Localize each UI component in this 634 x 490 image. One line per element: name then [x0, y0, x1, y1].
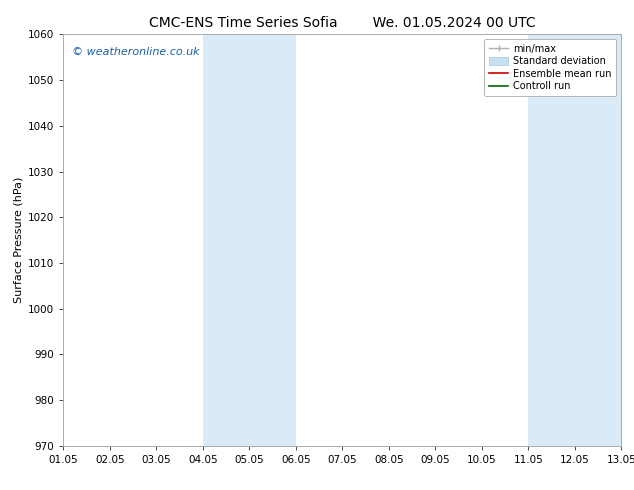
Text: © weatheronline.co.uk: © weatheronline.co.uk	[72, 47, 200, 57]
Bar	[528, 34, 621, 446]
Bar	[203, 34, 296, 446]
Legend: min/max, Standard deviation, Ensemble mean run, Controll run: min/max, Standard deviation, Ensemble me…	[484, 39, 616, 96]
Y-axis label: Surface Pressure (hPa): Surface Pressure (hPa)	[14, 177, 24, 303]
Title: CMC-ENS Time Series Sofia        We. 01.05.2024 00 UTC: CMC-ENS Time Series Sofia We. 01.05.2024…	[149, 16, 536, 30]
